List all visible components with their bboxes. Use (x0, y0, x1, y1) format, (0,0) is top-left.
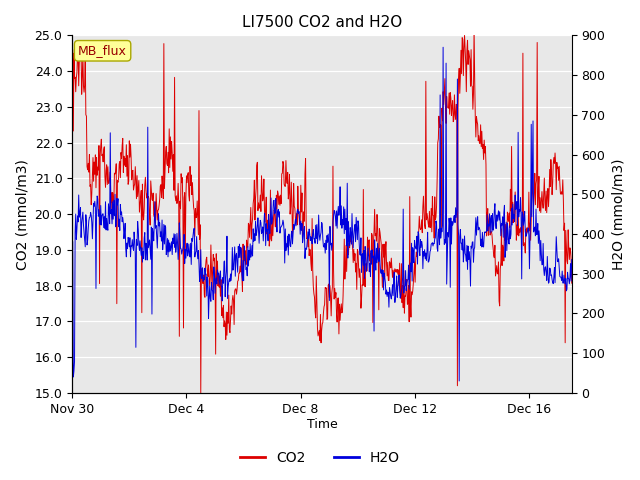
X-axis label: Time: Time (307, 419, 337, 432)
Text: MB_flux: MB_flux (78, 44, 127, 57)
Y-axis label: CO2 (mmol/m3): CO2 (mmol/m3) (15, 159, 29, 270)
Y-axis label: H2O (mmol/m3): H2O (mmol/m3) (611, 158, 625, 270)
Legend: CO2, H2O: CO2, H2O (235, 445, 405, 471)
Title: LI7500 CO2 and H2O: LI7500 CO2 and H2O (242, 15, 402, 30)
